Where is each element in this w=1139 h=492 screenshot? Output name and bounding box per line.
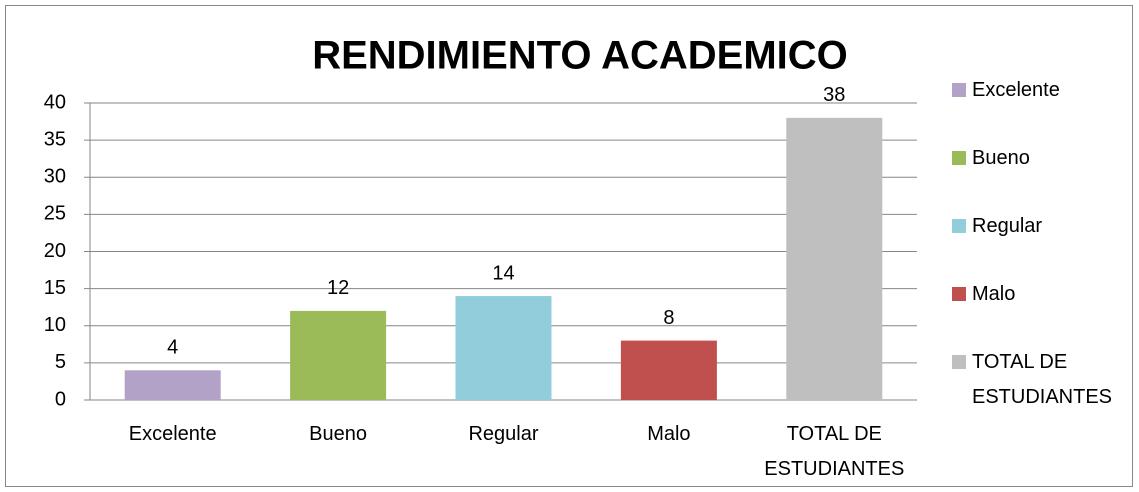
- bar: [124, 370, 221, 400]
- legend-label: Malo: [972, 283, 1016, 305]
- data-label: 4: [167, 337, 178, 359]
- legend-swatch: [952, 287, 966, 301]
- y-tick-label: 30: [44, 166, 66, 188]
- x-tick-label: TOTAL DE ESTUDIANTES: [764, 423, 905, 480]
- x-tick-label: Malo: [647, 423, 691, 445]
- y-tick-label: 20: [44, 240, 66, 262]
- y-tick-label: 40: [44, 91, 66, 113]
- legend-label: Bueno: [972, 147, 1030, 169]
- y-tick-label: 15: [44, 277, 66, 299]
- chart-frame: [5, 5, 1133, 487]
- y-tick-label: 5: [55, 351, 66, 373]
- bar: [620, 340, 717, 400]
- legend-swatch: [952, 151, 966, 165]
- legend-label: Regular: [972, 215, 1043, 237]
- legend-label: TOTAL DE ESTUDIANTES: [972, 351, 1113, 408]
- legend-label: Excelente: [972, 79, 1060, 101]
- data-label: 38: [823, 84, 845, 106]
- data-label: 12: [327, 277, 349, 299]
- data-label: 14: [492, 262, 514, 284]
- legend-swatch: [952, 83, 966, 97]
- bar: [786, 117, 883, 400]
- y-tick-label: 25: [44, 203, 66, 225]
- y-tick-label: 35: [44, 128, 66, 150]
- legend-swatch: [952, 219, 966, 233]
- chart-title: RENDIMIENTO ACADEMICO: [312, 34, 848, 78]
- y-tick-label: 10: [44, 314, 66, 336]
- x-tick-label: Excelente: [128, 423, 217, 445]
- x-tick-label: Regular: [468, 423, 539, 445]
- legend-swatch: [952, 355, 966, 369]
- y-tick-label: 0: [55, 388, 66, 410]
- data-label: 8: [663, 307, 674, 329]
- x-tick-label: Bueno: [309, 423, 368, 445]
- bar: [455, 296, 552, 400]
- bar: [290, 310, 387, 400]
